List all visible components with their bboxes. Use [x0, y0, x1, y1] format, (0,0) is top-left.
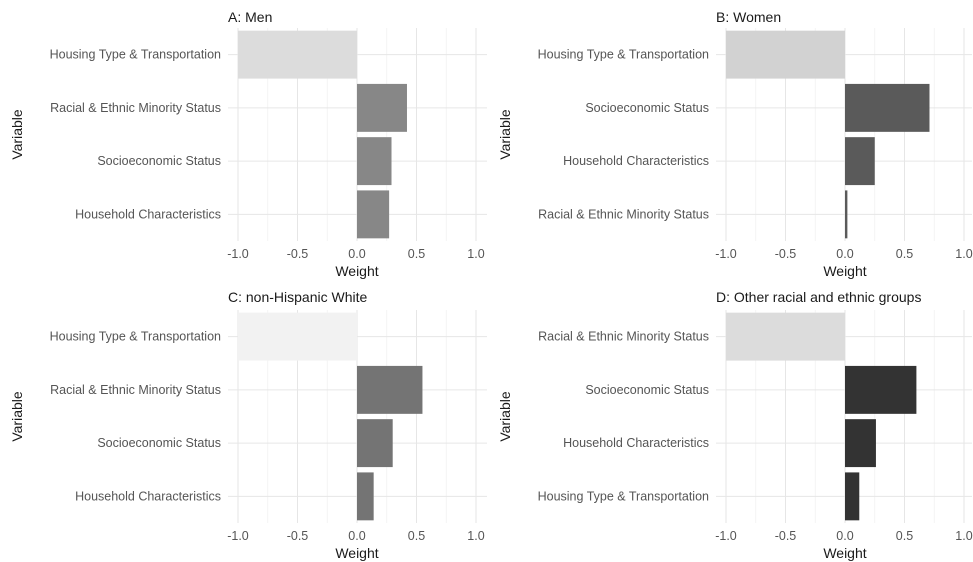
- panel-title: A: Men: [228, 9, 272, 25]
- panel-title: B: Women: [716, 9, 781, 25]
- bar: [845, 472, 860, 521]
- tick-label: -0.5: [287, 247, 309, 261]
- y-axis-title: Variable: [497, 109, 513, 160]
- bar: [845, 419, 876, 468]
- panel-3: Housing Type & Transportation Racial & Et…: [9, 289, 487, 561]
- category-label: Housing Type & Transportation: [50, 330, 221, 344]
- category-label: Household Characteristics: [75, 489, 221, 503]
- x-axis-title: Weight: [335, 263, 378, 279]
- tick-label: 1.0: [467, 529, 484, 543]
- tick-label: 1.0: [955, 247, 972, 261]
- y-axis-title: Variable: [497, 391, 513, 442]
- category-label: Household Characteristics: [75, 207, 221, 221]
- tick-label: 0.5: [896, 247, 913, 261]
- bar: [357, 83, 407, 132]
- tick-label: -1.0: [227, 529, 249, 543]
- tick-label: -0.5: [775, 247, 797, 261]
- tick-label: 0.5: [408, 247, 425, 261]
- category-label: Socioeconomic Status: [97, 154, 221, 168]
- tick-label: 1.0: [467, 247, 484, 261]
- panel-title: D: Other racial and ethnic groups: [716, 289, 921, 305]
- x-axis-title: Weight: [823, 263, 866, 279]
- tick-label: 1.0: [955, 529, 972, 543]
- tick-label: 0.5: [408, 529, 425, 543]
- tick-label: -1.0: [227, 247, 249, 261]
- panel-2: Housing Type & Transportation Socioeconom…: [497, 9, 973, 279]
- category-label: Racial & Ethnic Minority Status: [50, 383, 221, 397]
- bar: [238, 30, 357, 79]
- bar: [357, 365, 423, 414]
- bar: [726, 312, 845, 361]
- tick-label: 0.0: [348, 529, 365, 543]
- x-axis-title: Weight: [335, 545, 378, 561]
- bar: [845, 365, 917, 414]
- panel-title: C: non-Hispanic White: [228, 289, 367, 305]
- bar: [357, 190, 390, 239]
- bar: [726, 30, 845, 79]
- bar: [845, 137, 875, 186]
- panel-1: Housing Type & Transportation Racial & Et…: [9, 9, 487, 279]
- panel-4: Racial & Ethnic Minority Status Socioecon…: [497, 289, 973, 561]
- category-label: Housing Type & Transportation: [538, 48, 709, 62]
- bar: [845, 83, 930, 132]
- category-label: Housing Type & Transportation: [50, 48, 221, 62]
- category-label: Household Characteristics: [563, 436, 709, 450]
- tick-label: 0.5: [896, 529, 913, 543]
- bar: [357, 472, 374, 521]
- tick-label: 0.0: [836, 247, 853, 261]
- tick-label: -1.0: [715, 247, 737, 261]
- category-label: Racial & Ethnic Minority Status: [50, 101, 221, 115]
- bar: [845, 190, 848, 239]
- y-axis-title: Variable: [9, 109, 25, 160]
- tick-label: 0.0: [836, 529, 853, 543]
- bar: [238, 312, 357, 361]
- tick-label: -0.5: [287, 529, 309, 543]
- category-label: Socioeconomic Status: [585, 101, 709, 115]
- tick-label: 0.0: [348, 247, 365, 261]
- bar: [357, 137, 392, 186]
- category-label: Racial & Ethnic Minority Status: [538, 330, 709, 344]
- tick-label: -1.0: [715, 529, 737, 543]
- tick-label: -0.5: [775, 529, 797, 543]
- category-label: Housing Type & Transportation: [538, 489, 709, 503]
- x-axis-title: Weight: [823, 545, 866, 561]
- category-label: Socioeconomic Status: [585, 383, 709, 397]
- y-axis-title: Variable: [9, 391, 25, 442]
- bar: [357, 419, 393, 468]
- category-label: Socioeconomic Status: [97, 436, 221, 450]
- category-label: Household Characteristics: [563, 154, 709, 168]
- category-label: Racial & Ethnic Minority Status: [538, 207, 709, 221]
